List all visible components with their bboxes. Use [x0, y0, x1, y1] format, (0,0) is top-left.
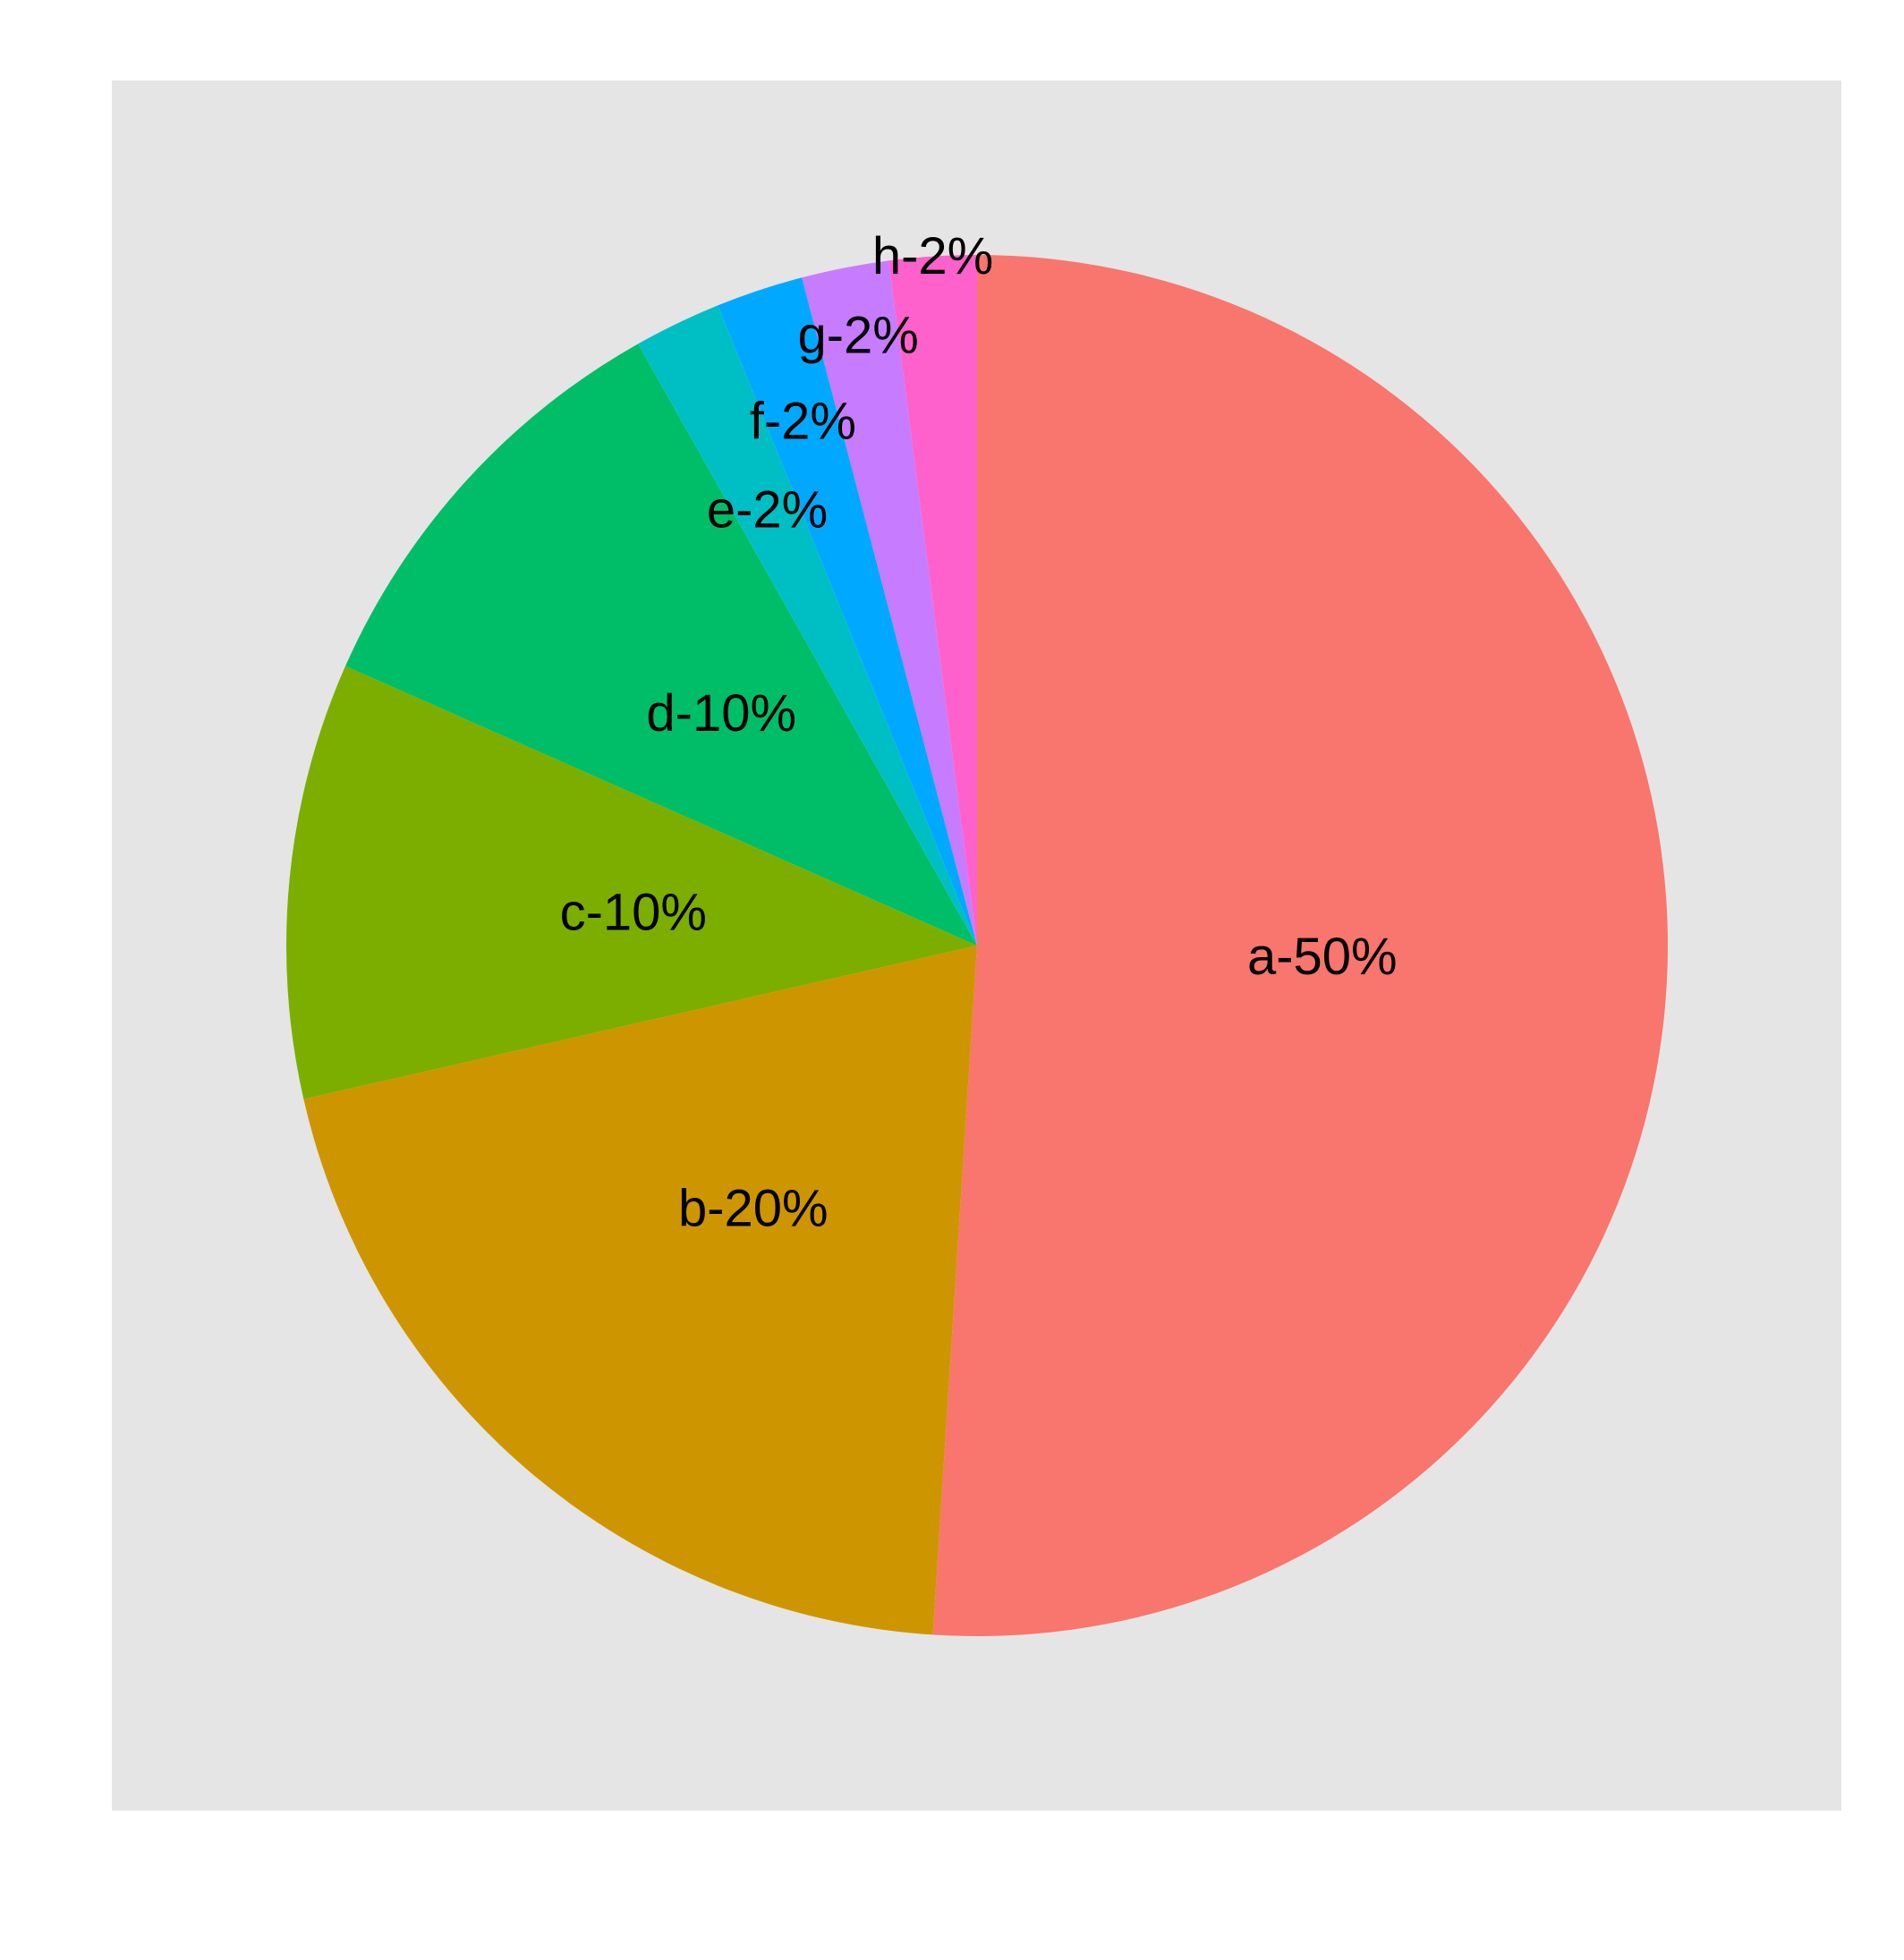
pie-slice-b	[303, 946, 977, 1635]
pie-slice-e	[638, 305, 977, 946]
pie-slice-f	[718, 277, 977, 946]
pie-slice-h	[888, 255, 977, 946]
pie-slice-c	[285, 666, 977, 1099]
pie-slice-a	[932, 255, 1669, 1636]
pie-slice-d	[345, 344, 977, 946]
pie-slice-g	[802, 260, 977, 946]
slices	[285, 255, 1669, 1636]
slice-label-a: a-50%	[1247, 928, 1398, 986]
slice-label-c: c-10%	[560, 883, 707, 941]
slice-label-b: b-20%	[678, 1179, 829, 1237]
slice-label-h: h-2%	[872, 227, 993, 285]
slice-label-g: g-2%	[797, 307, 918, 365]
slice-label-f: f-2%	[750, 392, 856, 450]
slice-label-d: d-10%	[646, 684, 796, 742]
slice-label-e: e-2%	[707, 481, 828, 539]
slice-labels: a-50% b-20% c-10% d-10% e-2% f-2% g-2% h-2%	[560, 227, 1398, 1237]
